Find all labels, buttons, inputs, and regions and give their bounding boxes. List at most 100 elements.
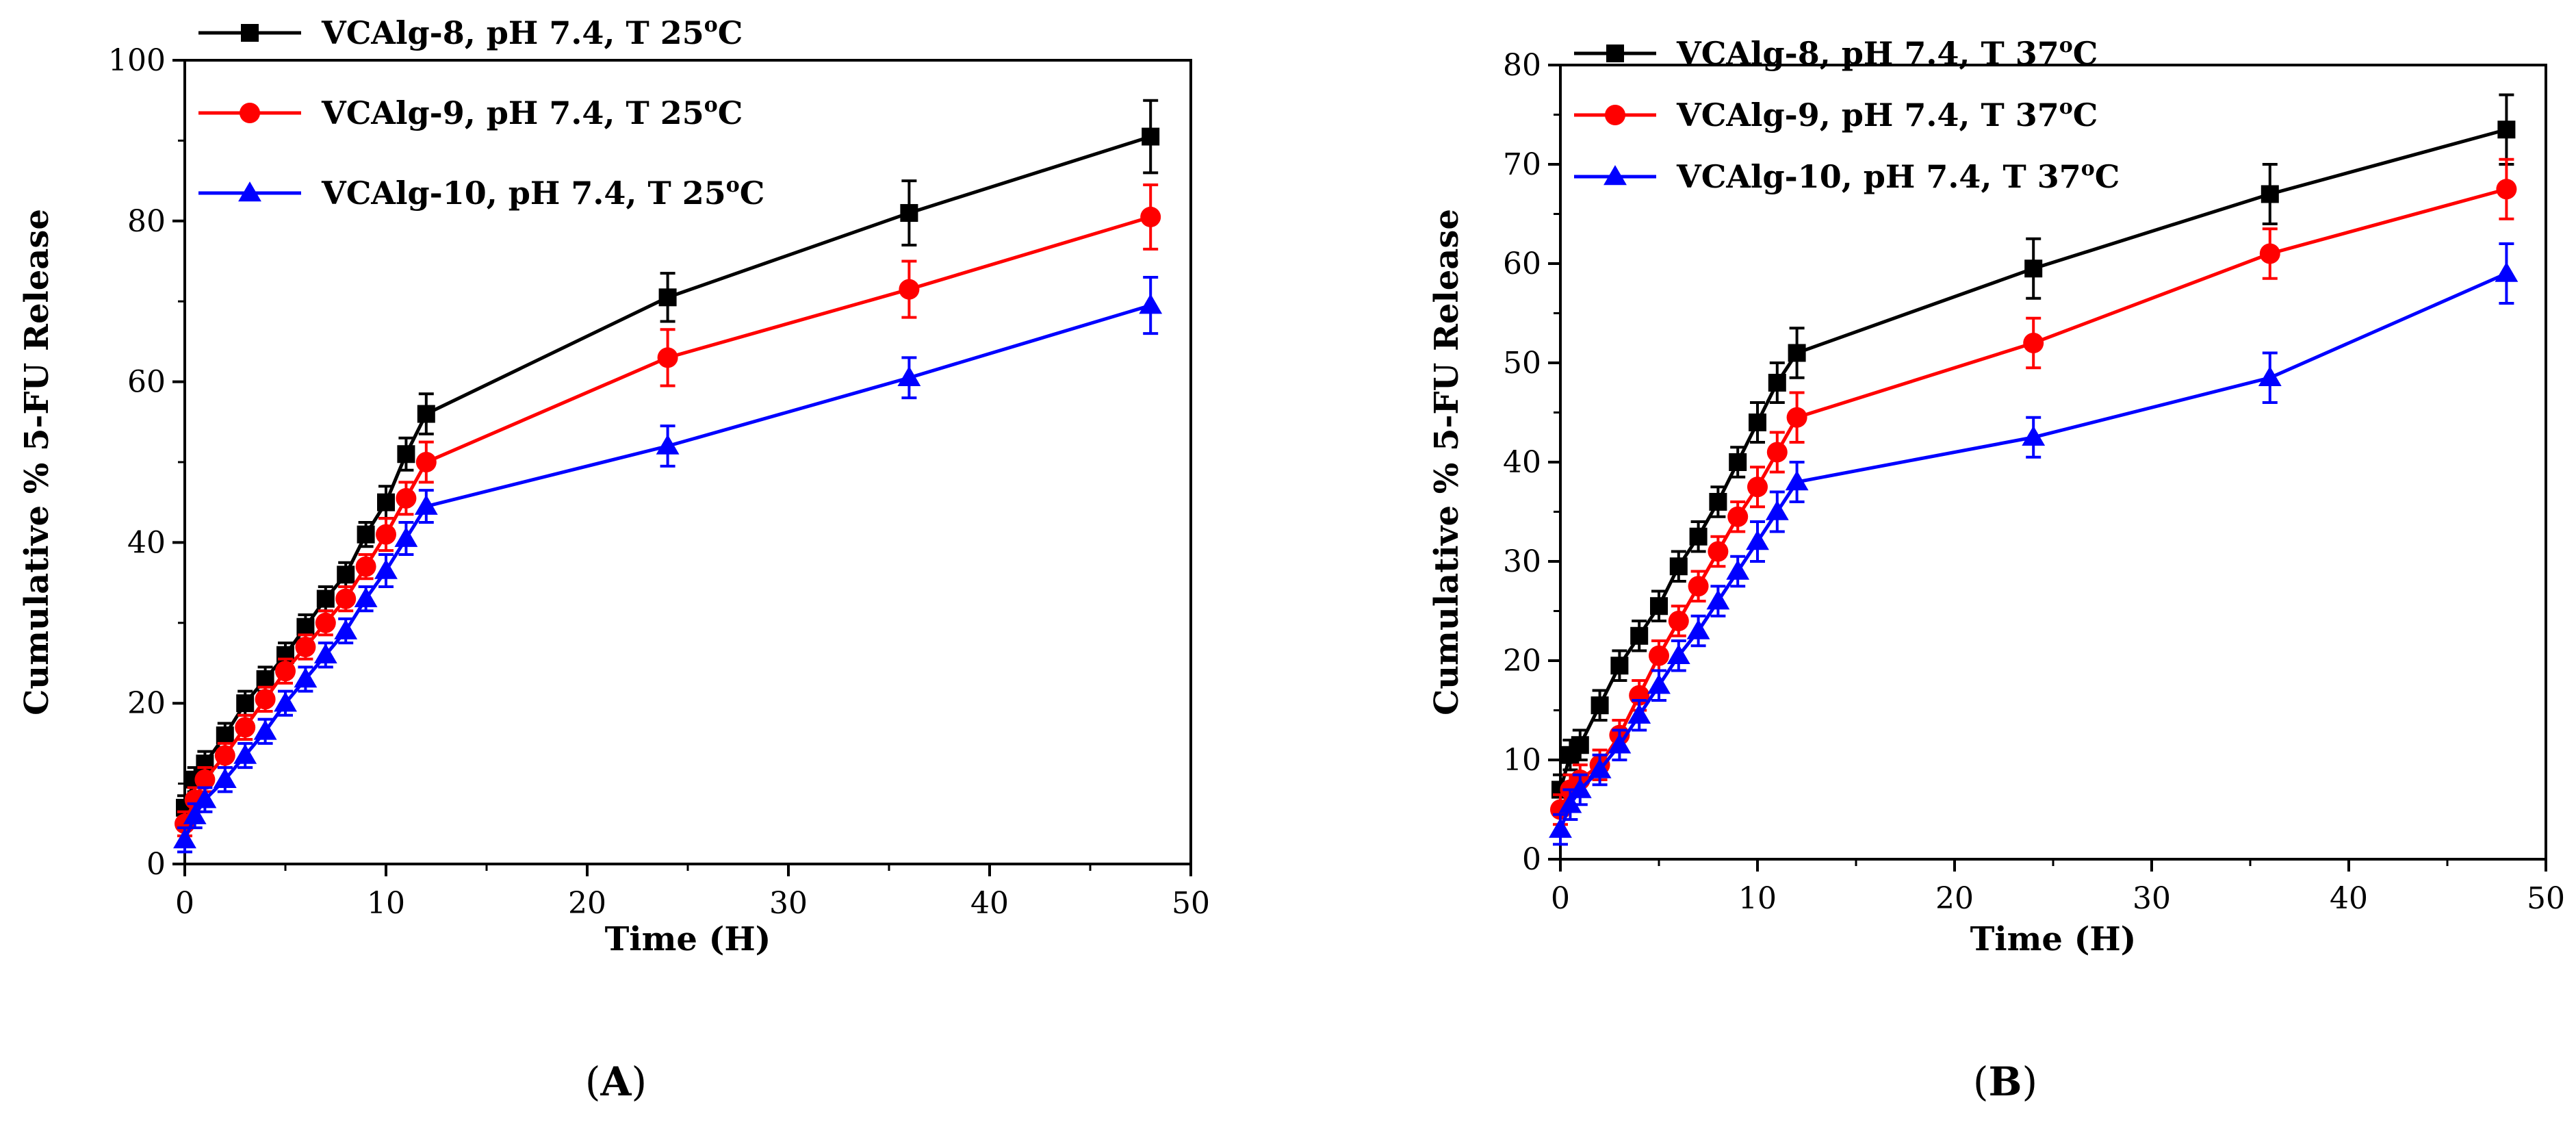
data-point [253,720,277,740]
panel-label-open: ( [1973,1058,1989,1105]
data-point [1788,344,1806,362]
y-tick-label: 100 [108,43,166,78]
x-tick-label: 40 [970,886,1009,921]
legend-label: VCAlg-10, pH 7.4, T 25oC [321,173,764,212]
data-point [255,689,276,710]
data-point [313,643,337,664]
legend-label-unit: C [718,14,743,51]
legend-label: VCAlg-10, pH 7.4, T 37oC [1676,157,2120,195]
x-tick-label: 50 [1172,886,1210,921]
panel-label-letter: B [1988,1058,2022,1105]
data-point [337,566,355,584]
data-point [274,691,297,712]
data-point [657,347,678,368]
x-tick-label: 0 [175,886,194,921]
legend-label-main: VCAlg-10, pH 7.4, T 37 [1676,158,2081,195]
data-point [1590,696,1609,715]
data-point [2261,185,2279,203]
panel-label: (A) [585,1058,647,1105]
data-point [296,618,315,636]
data-point [897,366,921,387]
data-point [1571,736,1589,754]
series-line [183,135,1151,809]
data-point [377,493,395,511]
legend-label: VCAlg-9, pH 7.4, T 37oC [1676,95,2098,134]
data-point [1726,559,1750,580]
data-point [1706,589,1730,610]
panel-b: 0 10 20 30 40 50 0 10 20 30 40 50 60 70 80 Time (H) Cumu… [1428,34,2565,1105]
panel-label-letter: A [600,1058,632,1105]
data-point [357,525,375,544]
data-point [335,588,357,609]
y-tick-label: 40 [1503,445,1541,480]
legend-label-degree: o [2081,157,2095,181]
panel-label-close: ) [632,1058,647,1105]
data-point [1649,645,1669,666]
data-point [315,612,336,633]
data-point [1785,470,1809,491]
data-point [656,434,680,455]
data-point [2023,333,2044,353]
data-point [1746,530,1769,550]
data-point [294,668,318,688]
y-tick-label: 0 [1522,842,1541,877]
panel-label-close: ) [2022,1058,2038,1105]
data-point [417,405,435,423]
data-point [1686,619,1710,639]
data-point [414,494,438,515]
y-tick-label: 60 [127,365,166,400]
legend-label-main: VCAlg-10, pH 7.4, T 25 [321,175,726,212]
data-point [2259,243,2280,264]
data-point [1727,506,1749,527]
data-point [1139,294,1163,314]
data-point [236,694,255,713]
data-point [1766,442,1788,463]
x-tick-label: 10 [1738,881,1777,916]
data-point [415,452,437,472]
data-point [1549,817,1572,838]
y-tick-label: 50 [1503,346,1541,381]
y-tick-label: 10 [1503,743,1541,778]
y-axis-title: Cumulative % 5-FU Release [1428,209,1466,715]
data-point [376,524,396,545]
y-tick-label: 0 [146,847,166,882]
data-point [1627,703,1651,724]
data-point [2496,179,2517,200]
data-point [1765,500,1789,520]
panel-label: (B) [1973,1058,2037,1105]
data-point [256,670,274,688]
x-axis-title: Time (H) [605,920,771,958]
legend-label-unit: C [740,175,765,212]
legend-marker [238,181,261,202]
data-point [2024,259,2043,278]
legend-label-degree: o [2059,95,2073,119]
y-tick-label: 20 [1503,644,1541,678]
x-tick-label: 20 [1935,881,1974,916]
y-tick-label: 80 [1503,48,1541,83]
y-tick-label: 60 [1503,246,1541,281]
y-tick-label: 80 [127,204,166,239]
y-tick-label: 40 [127,525,166,560]
data-point [235,717,256,738]
legend-marker [1603,165,1627,186]
data-point [658,288,677,307]
legend-marker [241,24,259,42]
data-point [354,587,378,607]
data-point [194,769,216,790]
x-tick-label: 40 [2330,881,2368,916]
data-point [1708,541,1729,562]
legend-label-main: VCAlg-9, pH 7.4, T 37 [1676,97,2059,134]
data-point [1630,626,1649,645]
series-3 [173,275,1163,854]
x-tick-label: 50 [2527,881,2565,916]
data-point [2022,425,2046,446]
data-point [214,745,235,766]
data-point [1688,576,1709,597]
legend-label-main: VCAlg-8, pH 7.4, T 37 [1676,35,2059,72]
data-point [374,559,398,579]
data-point [899,279,920,300]
data-point [1650,597,1668,615]
legend-label-unit: C [2095,158,2120,195]
data-point [1558,793,1582,813]
